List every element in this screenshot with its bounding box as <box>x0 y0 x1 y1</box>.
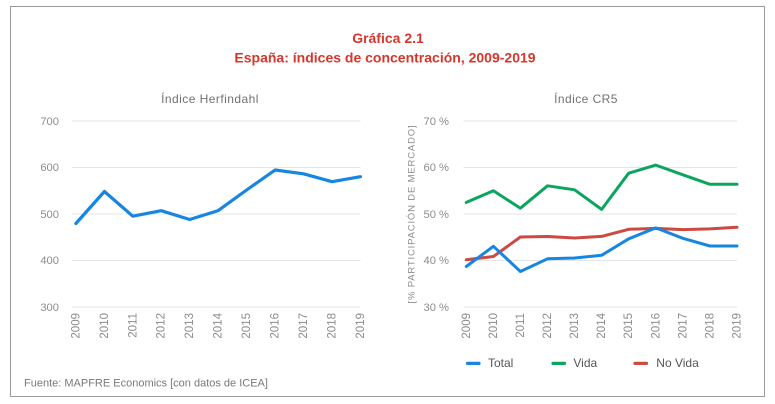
svg-text:2017: 2017 <box>298 313 310 339</box>
svg-text:2018: 2018 <box>327 313 339 339</box>
svg-text:2009: 2009 <box>461 313 473 339</box>
svg-text:70 %: 70 % <box>424 116 450 128</box>
svg-text:Índice CR5: Índice CR5 <box>554 91 618 106</box>
svg-text:700: 700 <box>40 116 59 128</box>
svg-text:2012: 2012 <box>156 313 168 339</box>
svg-text:2010: 2010 <box>488 313 500 339</box>
svg-text:2009: 2009 <box>70 313 82 339</box>
svg-text:Gráfica 2.1: Gráfica 2.1 <box>352 30 424 46</box>
svg-text:[% PARTICIPACIÓN DE MERCADO]: [% PARTICIPACIÓN DE MERCADO] <box>407 125 418 304</box>
svg-text:300: 300 <box>40 302 59 314</box>
svg-text:30 %: 30 % <box>424 302 450 314</box>
svg-text:600: 600 <box>40 162 59 174</box>
svg-text:2013: 2013 <box>569 313 581 339</box>
svg-text:500: 500 <box>40 209 59 221</box>
svg-text:Fuente: MAPFRE Economics [con: Fuente: MAPFRE Economics [con datos de I… <box>24 378 268 390</box>
svg-text:2014: 2014 <box>596 312 608 338</box>
svg-text:2019: 2019 <box>355 313 367 339</box>
svg-text:40 %: 40 % <box>424 255 450 267</box>
svg-text:Vida: Vida <box>573 356 597 370</box>
svg-text:2019: 2019 <box>732 313 744 339</box>
svg-text:2017: 2017 <box>677 313 689 339</box>
svg-text:2016: 2016 <box>650 313 662 339</box>
svg-text:España: índices de concentraci: España: índices de concentración, 2009-2… <box>234 50 535 66</box>
svg-text:2011: 2011 <box>127 313 139 338</box>
svg-text:2016: 2016 <box>270 313 282 339</box>
svg-text:2013: 2013 <box>184 313 196 339</box>
svg-text:Índice Herfindahl: Índice Herfindahl <box>161 91 259 106</box>
svg-text:No Vida: No Vida <box>656 356 699 370</box>
svg-text:2012: 2012 <box>542 313 554 339</box>
svg-text:2014: 2014 <box>213 312 225 338</box>
svg-text:400: 400 <box>40 255 59 267</box>
svg-text:60 %: 60 % <box>424 162 450 174</box>
svg-text:2015: 2015 <box>241 313 253 339</box>
svg-text:50 %: 50 % <box>424 209 450 221</box>
svg-text:2018: 2018 <box>704 313 716 339</box>
svg-text:2015: 2015 <box>623 313 635 339</box>
svg-text:Total: Total <box>488 356 513 370</box>
svg-text:2011: 2011 <box>515 313 527 338</box>
svg-text:2010: 2010 <box>99 313 111 339</box>
